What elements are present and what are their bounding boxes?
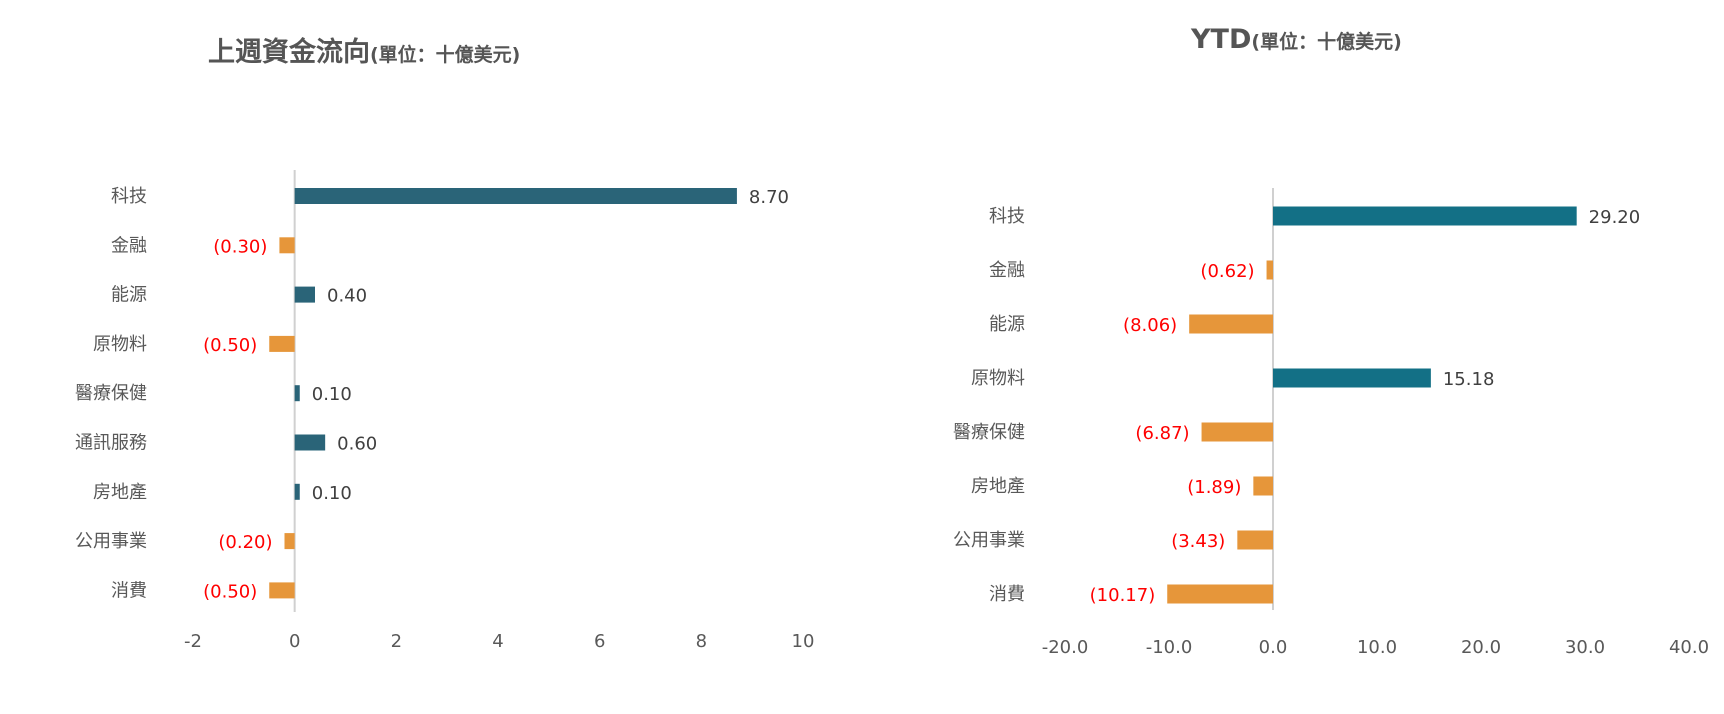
weekly-bar	[294, 434, 326, 451]
chart-title-unit: (單位：十億美元)	[1251, 31, 1402, 53]
ytd-data-label: (10.17)	[1090, 585, 1156, 606]
weekly-data-label: 0.10	[312, 384, 352, 405]
ytd-tick-label: 40.0	[1669, 637, 1709, 658]
ytd-tick-label: -20.0	[1042, 637, 1089, 658]
weekly-category-label: 醫療保健	[75, 383, 147, 404]
ytd-bar	[1189, 314, 1273, 334]
ytd-bar	[1237, 530, 1273, 550]
weekly-category-label: 房地產	[93, 482, 147, 503]
ytd-category-label: 金融	[989, 260, 1025, 281]
weekly-data-label: 0.10	[312, 483, 352, 504]
ytd-tick-label: 0.0	[1259, 637, 1288, 658]
weekly-bar	[294, 385, 300, 402]
ytd-data-label: (6.87)	[1135, 423, 1189, 444]
chart-title-ytd: YTD(單位：十億美元)	[1191, 24, 1402, 55]
weekly-data-label: (0.50)	[203, 581, 257, 602]
weekly-tick-label: 2	[391, 631, 402, 652]
ytd-data-label: 29.20	[1589, 207, 1641, 228]
weekly-tick-label: 4	[492, 631, 503, 652]
weekly-category-label: 公用事業	[75, 531, 147, 552]
weekly-data-label: 0.60	[337, 434, 377, 455]
weekly-category-label: 通訊服務	[75, 433, 147, 454]
ytd-bar	[1201, 422, 1273, 442]
weekly-category-label: 金融	[111, 235, 147, 256]
ytd-tick-label: 20.0	[1461, 637, 1501, 658]
weekly-bar	[294, 188, 737, 204]
ytd-category-label: 消費	[989, 584, 1025, 605]
ytd-bar	[1253, 476, 1273, 496]
weekly-data-label: (0.20)	[218, 532, 272, 553]
weekly-bar	[269, 335, 295, 352]
ytd-bar	[1273, 206, 1577, 226]
weekly-category-label: 科技	[111, 186, 147, 207]
chart-title-unit: (單位：十億美元)	[370, 44, 521, 66]
weekly-bar	[279, 237, 295, 254]
ytd-category-label: 公用事業	[953, 530, 1025, 551]
ytd-data-label: (1.89)	[1187, 477, 1241, 498]
ytd-bar	[1167, 584, 1273, 604]
weekly-category-label: 消費	[111, 580, 147, 601]
ytd-category-label: 原物料	[971, 368, 1025, 389]
weekly-tick-label: 0	[289, 631, 300, 652]
ytd-data-label: (3.43)	[1171, 531, 1225, 552]
weekly-tick-label: 10	[792, 631, 815, 652]
ytd-data-label: 15.18	[1443, 369, 1495, 390]
ytd-bar	[1273, 368, 1431, 388]
ytd-tick-label: 30.0	[1565, 637, 1605, 658]
weekly-bar	[284, 533, 295, 550]
chart-title-main: YTD	[1191, 24, 1252, 55]
weekly-data-label: (0.50)	[203, 335, 257, 356]
weekly-tick-label: 8	[696, 631, 707, 652]
weekly-bar	[294, 286, 315, 303]
weekly-data-label: 0.40	[327, 286, 367, 307]
ytd-data-label: (0.62)	[1200, 261, 1254, 282]
ytd-category-label: 醫療保健	[953, 422, 1025, 443]
chart-title-main: 上週資金流向	[208, 37, 370, 68]
ytd-tick-label: -10.0	[1146, 637, 1193, 658]
chart-title-weekly: 上週資金流向(單位：十億美元)	[208, 30, 520, 69]
weekly-tick-label: -2	[184, 631, 202, 652]
ytd-bar	[1266, 260, 1273, 280]
ytd-category-label: 科技	[989, 206, 1025, 227]
weekly-bar	[269, 582, 295, 599]
weekly-data-label: (0.30)	[213, 236, 267, 257]
weekly-category-label: 原物料	[93, 334, 147, 355]
ytd-category-label: 房地產	[971, 476, 1025, 497]
weekly-category-label: 能源	[111, 285, 147, 306]
ytd-data-label: (8.06)	[1123, 315, 1177, 336]
weekly-data-label: 8.70	[749, 187, 789, 208]
ytd-category-label: 能源	[989, 314, 1025, 335]
ytd-tick-label: 10.0	[1357, 637, 1397, 658]
weekly-bar	[294, 483, 300, 500]
weekly-tick-label: 6	[594, 631, 605, 652]
